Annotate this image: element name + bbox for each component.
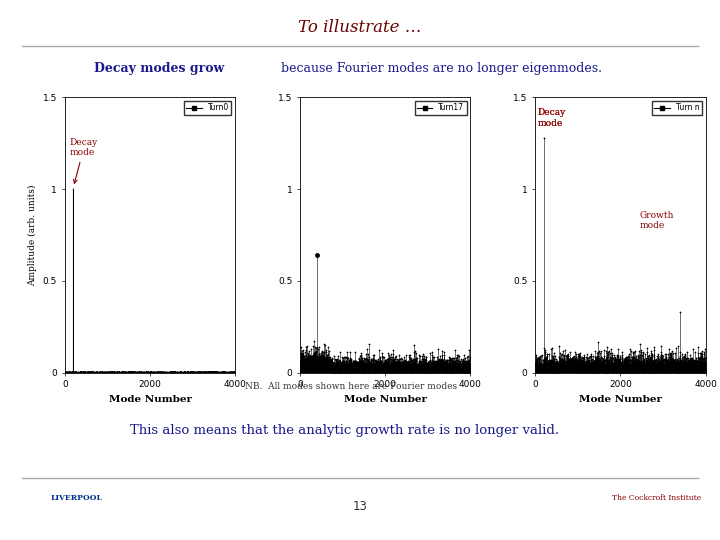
Text: Decay
mode: Decay mode [537, 108, 565, 127]
Legend: Turn0: Turn0 [184, 101, 231, 114]
Text: To illustrate …: To illustrate … [298, 19, 422, 36]
Text: This also means that the analytic growth rate is no longer valid.: This also means that the analytic growth… [130, 424, 559, 437]
X-axis label: Mode Number: Mode Number [109, 395, 192, 404]
Text: because Fourier modes are no longer eigenmodes.: because Fourier modes are no longer eige… [277, 62, 602, 75]
Text: Growth
mode: Growth mode [639, 211, 674, 231]
Text: Decay modes grow: Decay modes grow [94, 62, 224, 75]
Legend: Turn17: Turn17 [415, 101, 467, 114]
Text: The Cockcroft Institute: The Cockcroft Institute [612, 494, 701, 502]
Text: LIVERPOOL: LIVERPOOL [50, 494, 102, 502]
Legend: Turn n: Turn n [652, 101, 702, 114]
X-axis label: Mode Number: Mode Number [343, 395, 427, 404]
Text: NB.  All modes shown here are Fourier modes: NB. All modes shown here are Fourier mod… [245, 382, 457, 391]
X-axis label: Mode Number: Mode Number [579, 395, 662, 404]
Y-axis label: Amplitude (arb. units): Amplitude (arb. units) [28, 184, 37, 286]
Text: Decay
mode: Decay mode [70, 138, 98, 183]
Text: Decay
mode: Decay mode [537, 108, 565, 127]
Text: 13: 13 [353, 500, 367, 512]
